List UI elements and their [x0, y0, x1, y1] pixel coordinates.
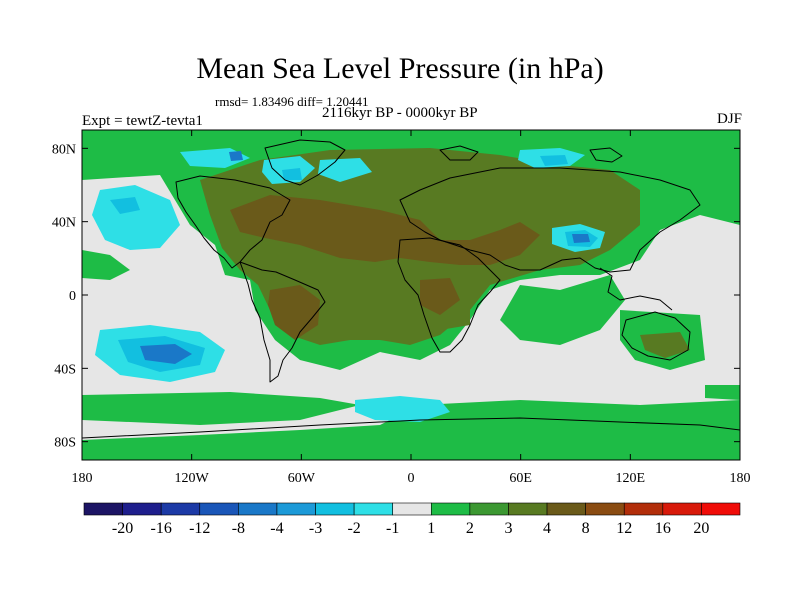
colorbar-label: 12: [616, 520, 632, 537]
experiment-label: Expt = tewtZ-tevta1: [82, 113, 203, 129]
colorbar-swatch: [83, 502, 123, 516]
x-tick-label: 120E: [616, 471, 646, 486]
y-tick-label: 40S: [54, 362, 76, 377]
colorbar-label: -1: [386, 520, 399, 537]
colorbar: -20 -16 -12 -8 -4 -3 -2 -1 1 2 3 4 8 12 16 20: [83, 502, 741, 537]
colorbar-swatch: [392, 502, 432, 516]
colorbar-label: -8: [232, 520, 245, 537]
colorbar-label: -12: [189, 520, 210, 537]
season-label: DJF: [716, 111, 742, 127]
colorbar-label: -16: [151, 520, 172, 537]
colorbar-label: 8: [582, 520, 590, 537]
colorbar-swatch: [469, 502, 509, 516]
coastlines: [82, 139, 740, 439]
colorbar-swatch: [430, 502, 471, 516]
map-title: Mean Sea Level Pressure (in hPa): [196, 52, 604, 85]
y-tick-label: 80S: [54, 436, 76, 451]
colorbar-label: -2: [347, 520, 360, 537]
x-tick-label: 60E: [509, 471, 532, 486]
colorbar-swatch: [238, 502, 278, 516]
colorbar-label: 2: [466, 520, 474, 537]
colorbar-swatch: [122, 502, 162, 516]
time-period-label: 2116kyr BP - 0000kyr BP: [322, 105, 478, 121]
colorbar-swatch: [662, 502, 702, 516]
colorbar-label: -20: [112, 520, 133, 537]
colorbar-swatch: [199, 502, 239, 516]
y-tick-label: 80N: [52, 142, 76, 157]
pressure-anomaly-field: [82, 130, 740, 460]
longitude-axis: 180 120W 60W 0 60E 120E 180: [72, 130, 751, 486]
colorbar-swatch: [160, 502, 201, 516]
colorbar-label: -4: [270, 520, 283, 537]
rmsd-diff-stats: rmsd= 1.83496 diff= 1.20441: [215, 94, 369, 109]
colorbar-swatch: [315, 502, 355, 516]
colorbar-label: -3: [309, 520, 322, 537]
colorbar-swatch: [353, 502, 394, 516]
y-tick-label: 40N: [52, 216, 76, 231]
x-tick-label: 120W: [175, 471, 210, 486]
colorbar-label: 20: [693, 520, 709, 537]
y-tick-label: 0: [69, 289, 76, 304]
colorbar-label: 4: [543, 520, 551, 537]
colorbar-swatch: [585, 502, 625, 516]
x-tick-label: 180: [72, 471, 93, 486]
colorbar-label: 3: [504, 520, 512, 537]
x-tick-label: 0: [408, 471, 415, 486]
colorbar-swatch: [546, 502, 586, 516]
x-tick-label: 60W: [288, 471, 316, 486]
negative-3-4-regions: [140, 151, 590, 364]
colorbar-label: 16: [655, 520, 671, 537]
latitude-axis: 80N 40N 0 40S 80S: [52, 142, 740, 451]
colorbar-swatch: [276, 502, 316, 516]
colorbar-swatch: [508, 502, 548, 516]
colorbar-swatch: [701, 502, 741, 516]
x-tick-label: 180: [730, 471, 751, 486]
colorbar-swatch: [623, 502, 664, 516]
colorbar-label: 1: [427, 520, 435, 537]
